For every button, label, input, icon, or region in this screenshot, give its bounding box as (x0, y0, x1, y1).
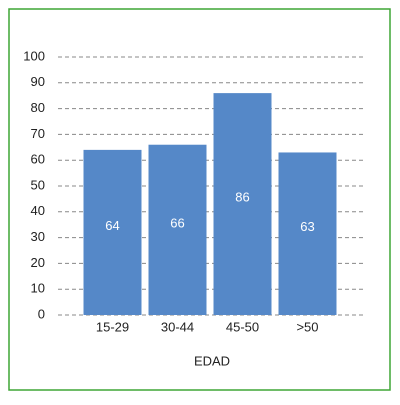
y-tick-label: 50 (31, 177, 45, 192)
bar (148, 144, 207, 315)
y-tick-label: 30 (31, 229, 45, 244)
y-tick-label: 70 (31, 126, 45, 141)
x-tick-label: 15-29 (96, 319, 129, 334)
y-tick-label: 10 (31, 281, 45, 296)
y-tick-label: 100 (23, 48, 45, 63)
y-tick-label: 0 (38, 306, 45, 321)
x-axis-label: EDAD (194, 353, 230, 368)
y-tick-label: 40 (31, 203, 45, 218)
x-tick-label: 45-50 (226, 319, 259, 334)
x-tick-label: 30-44 (161, 319, 194, 334)
value-label: 64 (105, 218, 119, 233)
bar (278, 152, 337, 315)
y-tick-label: 80 (31, 100, 45, 115)
bar (83, 149, 142, 315)
value-label: 86 (235, 189, 249, 204)
bar (213, 93, 272, 316)
y-tick-label: 20 (31, 255, 45, 270)
value-label: 63 (300, 219, 314, 234)
x-tick-label: >50 (296, 319, 318, 334)
y-tick-label: 60 (31, 152, 45, 167)
y-tick-label: 90 (31, 74, 45, 89)
value-label: 66 (170, 215, 184, 230)
frame (8, 8, 391, 391)
